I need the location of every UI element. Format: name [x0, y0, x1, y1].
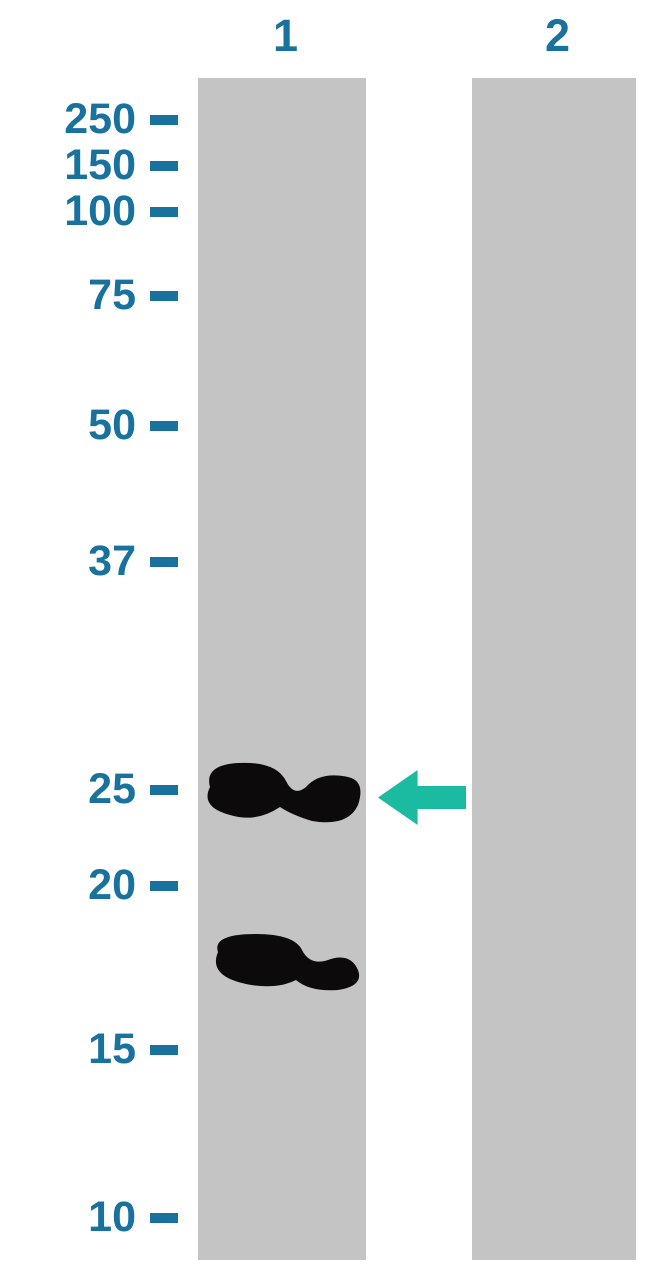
band-2	[198, 930, 366, 996]
marker-tick-100	[150, 207, 178, 217]
marker-tick-15	[150, 1045, 178, 1055]
marker-label-10: 10	[88, 1193, 136, 1242]
marker-tick-250	[150, 115, 178, 125]
marker-tick-20	[150, 881, 178, 891]
lane-1	[198, 78, 366, 1260]
marker-label-250: 250	[64, 95, 136, 144]
marker-tick-75	[150, 291, 178, 301]
marker-tick-10	[150, 1213, 178, 1223]
marker-tick-25	[150, 785, 178, 795]
marker-label-25: 25	[88, 765, 136, 814]
marker-label-100: 100	[64, 187, 136, 236]
band-1	[198, 757, 366, 829]
marker-tick-37	[150, 557, 178, 567]
marker-label-150: 150	[64, 141, 136, 190]
marker-label-75: 75	[88, 271, 136, 320]
western-blot: 1 2 250150100 75 50 37 25 20 15 10	[0, 0, 650, 1270]
indicator-arrow-icon	[378, 770, 466, 825]
marker-tick-50	[150, 421, 178, 431]
marker-label-37: 37	[88, 537, 136, 586]
lane-header-1: 1	[273, 10, 298, 62]
marker-label-50: 50	[88, 401, 136, 450]
marker-label-20: 20	[88, 861, 136, 910]
marker-label-15: 15	[88, 1025, 136, 1074]
marker-tick-150	[150, 161, 178, 171]
lane-2	[472, 78, 636, 1260]
lane-header-2: 2	[545, 10, 570, 62]
